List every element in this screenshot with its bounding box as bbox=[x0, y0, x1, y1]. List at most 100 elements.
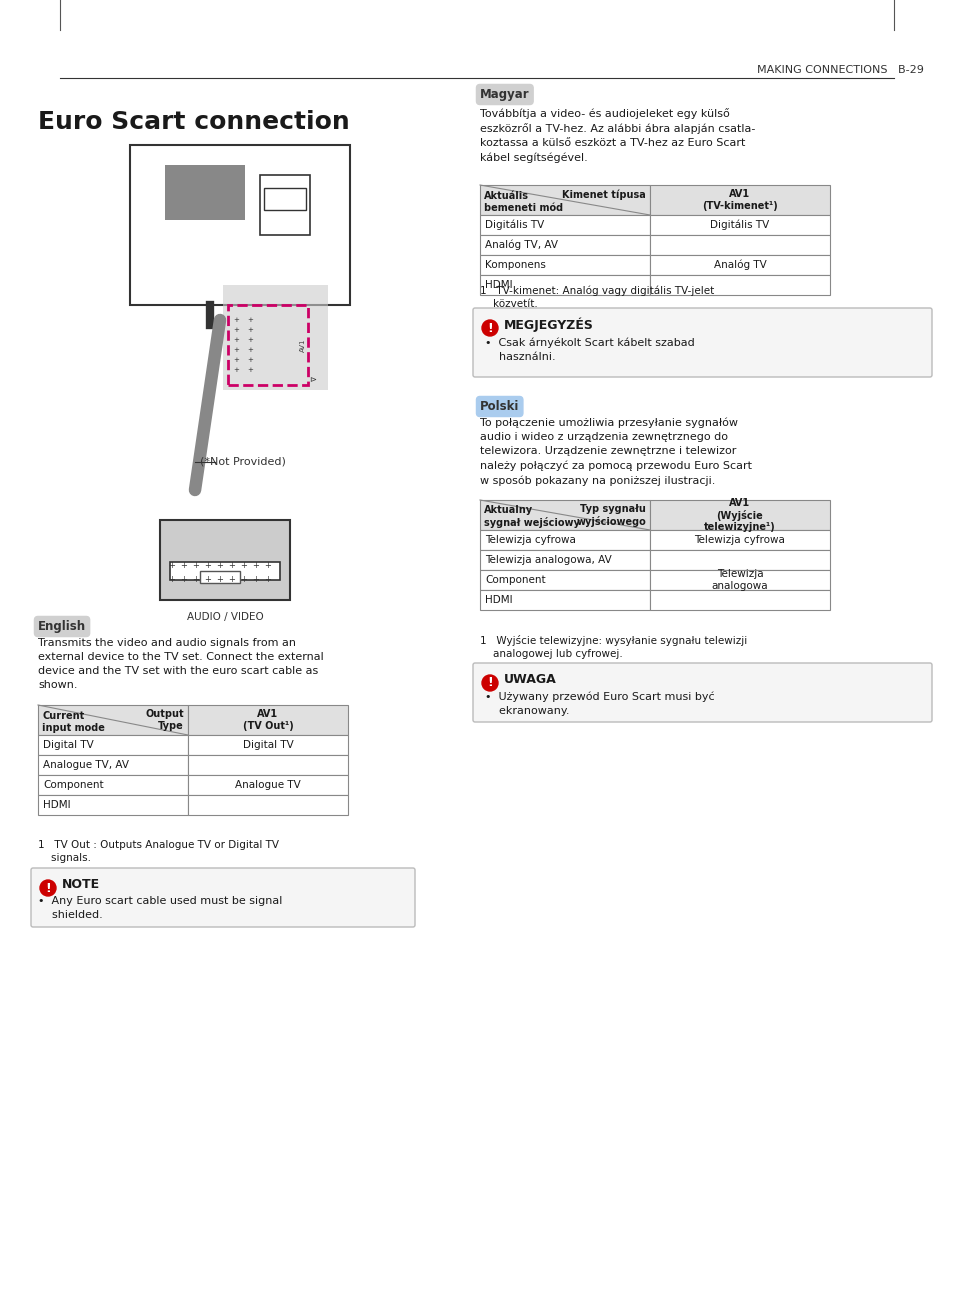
Text: Aktualny
sygnał wejściowy: Aktualny sygnał wejściowy bbox=[483, 505, 579, 528]
Bar bbox=[223, 285, 328, 390]
Text: +: + bbox=[229, 560, 235, 569]
Text: (*Not Provided): (*Not Provided) bbox=[200, 457, 286, 467]
Bar bbox=[649, 235, 829, 256]
Bar bbox=[479, 550, 649, 571]
Bar bbox=[479, 590, 649, 611]
Bar bbox=[200, 571, 240, 584]
Bar bbox=[38, 775, 188, 795]
Bar bbox=[264, 188, 306, 210]
Text: !: ! bbox=[487, 321, 493, 334]
Bar bbox=[228, 305, 308, 385]
Text: MEGJEGYZÉS: MEGJEGYZÉS bbox=[503, 318, 594, 333]
Text: Component: Component bbox=[43, 780, 104, 790]
Text: Digitális TV: Digitális TV bbox=[710, 219, 769, 230]
Text: +: + bbox=[240, 576, 247, 585]
Bar bbox=[479, 531, 649, 550]
Text: !: ! bbox=[487, 676, 493, 689]
FancyBboxPatch shape bbox=[30, 868, 415, 927]
Bar bbox=[165, 165, 245, 219]
Text: +: + bbox=[233, 318, 238, 323]
Text: Transmits the video and audio signals from an
external device to the TV set. Con: Transmits the video and audio signals fr… bbox=[38, 638, 323, 689]
FancyBboxPatch shape bbox=[473, 664, 931, 722]
Bar bbox=[479, 185, 649, 216]
Text: +: + bbox=[247, 367, 253, 373]
Text: Telewizja cyfrowa: Telewizja cyfrowa bbox=[484, 534, 576, 545]
Bar bbox=[649, 571, 829, 590]
Text: AV1
(Wyjście
telewizyjne¹): AV1 (Wyjście telewizyjne¹) bbox=[703, 498, 775, 532]
Circle shape bbox=[40, 880, 56, 896]
Bar bbox=[649, 590, 829, 611]
Text: +: + bbox=[247, 347, 253, 352]
Text: +: + bbox=[193, 576, 199, 585]
Text: +: + bbox=[204, 560, 212, 569]
Text: +: + bbox=[204, 576, 212, 585]
Text: Output
Type: Output Type bbox=[145, 709, 184, 731]
Text: +: + bbox=[229, 576, 235, 585]
Text: Typ sygnału
wyjściowego: Typ sygnału wyjściowego bbox=[576, 503, 645, 527]
Bar bbox=[649, 531, 829, 550]
Text: +: + bbox=[216, 560, 223, 569]
Text: Component: Component bbox=[484, 574, 545, 585]
FancyBboxPatch shape bbox=[130, 145, 350, 305]
Bar bbox=[38, 755, 188, 775]
Bar bbox=[479, 256, 649, 275]
Text: HDMI: HDMI bbox=[484, 280, 512, 290]
Text: Polski: Polski bbox=[479, 400, 518, 413]
Text: AUDIO / VIDEO: AUDIO / VIDEO bbox=[187, 612, 263, 622]
Text: Magyar: Magyar bbox=[479, 88, 529, 101]
Bar bbox=[38, 705, 188, 735]
Bar bbox=[260, 176, 310, 235]
Text: +: + bbox=[247, 337, 253, 343]
Text: +: + bbox=[180, 560, 187, 569]
Bar bbox=[649, 275, 829, 296]
Bar bbox=[188, 775, 348, 795]
Text: +: + bbox=[233, 337, 238, 343]
Text: +: + bbox=[233, 347, 238, 352]
Bar bbox=[479, 571, 649, 590]
Bar bbox=[160, 520, 290, 600]
Text: +: + bbox=[169, 560, 175, 569]
Text: +: + bbox=[169, 576, 175, 585]
Text: Telewizja cyfrowa: Telewizja cyfrowa bbox=[694, 534, 784, 545]
Text: Továbbítja a video- és audiojeleket egy külső
eszközről a TV-hez. Az alábbi ábra: Továbbítja a video- és audiojeleket egy … bbox=[479, 108, 755, 163]
Text: 1   TV Out : Outputs Analogue TV or Digital TV
    signals.: 1 TV Out : Outputs Analogue TV or Digita… bbox=[38, 840, 278, 864]
Text: +: + bbox=[216, 576, 223, 585]
FancyBboxPatch shape bbox=[473, 309, 931, 377]
Text: UWAGA: UWAGA bbox=[503, 673, 557, 686]
Text: +: + bbox=[247, 327, 253, 333]
Text: +: + bbox=[240, 560, 247, 569]
Text: +: + bbox=[253, 560, 259, 569]
Text: +: + bbox=[264, 560, 272, 569]
Text: +: + bbox=[247, 358, 253, 363]
Text: Digital TV: Digital TV bbox=[242, 740, 294, 750]
Bar bbox=[649, 185, 829, 216]
Text: Analogue TV: Analogue TV bbox=[234, 780, 300, 790]
Text: +: + bbox=[247, 318, 253, 323]
Text: 1   TV-kimenet: Analóg vagy digitális TV-jelet
    közvetít.: 1 TV-kimenet: Analóg vagy digitális TV-j… bbox=[479, 285, 714, 309]
Bar bbox=[188, 705, 348, 735]
Text: •  Używany przewód Euro Scart musi być
    ekranowany.: • Używany przewód Euro Scart musi być ek… bbox=[484, 691, 714, 715]
Text: HDMI: HDMI bbox=[484, 595, 512, 605]
Text: •  Any Euro scart cable used must be signal
    shielded.: • Any Euro scart cable used must be sign… bbox=[38, 896, 282, 920]
Bar bbox=[38, 735, 188, 755]
Text: HDMI: HDMI bbox=[43, 800, 71, 809]
Bar bbox=[188, 755, 348, 775]
Text: +: + bbox=[193, 560, 199, 569]
Bar bbox=[649, 550, 829, 571]
Text: AV1: AV1 bbox=[299, 338, 306, 351]
Circle shape bbox=[481, 320, 497, 336]
Text: AV1
(TV Out¹): AV1 (TV Out¹) bbox=[242, 709, 294, 731]
Text: Digital TV: Digital TV bbox=[43, 740, 93, 750]
Bar bbox=[479, 500, 649, 531]
Bar bbox=[649, 256, 829, 275]
Text: Analóg TV, AV: Analóg TV, AV bbox=[484, 240, 558, 250]
Text: Telewizja analogowa, AV: Telewizja analogowa, AV bbox=[484, 555, 611, 565]
Bar bbox=[649, 216, 829, 235]
Text: NOTE: NOTE bbox=[62, 878, 100, 891]
Text: ⊳: ⊳ bbox=[309, 376, 316, 385]
Text: To połączenie umożliwia przesyłanie sygnałów
audio i wideo z urządzenia zewnętrz: To połączenie umożliwia przesyłanie sygn… bbox=[479, 418, 751, 485]
Text: +: + bbox=[253, 576, 259, 585]
Text: English: English bbox=[38, 620, 86, 633]
Text: 1   Wyjście telewizyjne: wysyłanie sygnału telewizji
    analogowej lub cyfrowej: 1 Wyjście telewizyjne: wysyłanie sygnału… bbox=[479, 635, 746, 660]
Text: Komponens: Komponens bbox=[484, 259, 545, 270]
